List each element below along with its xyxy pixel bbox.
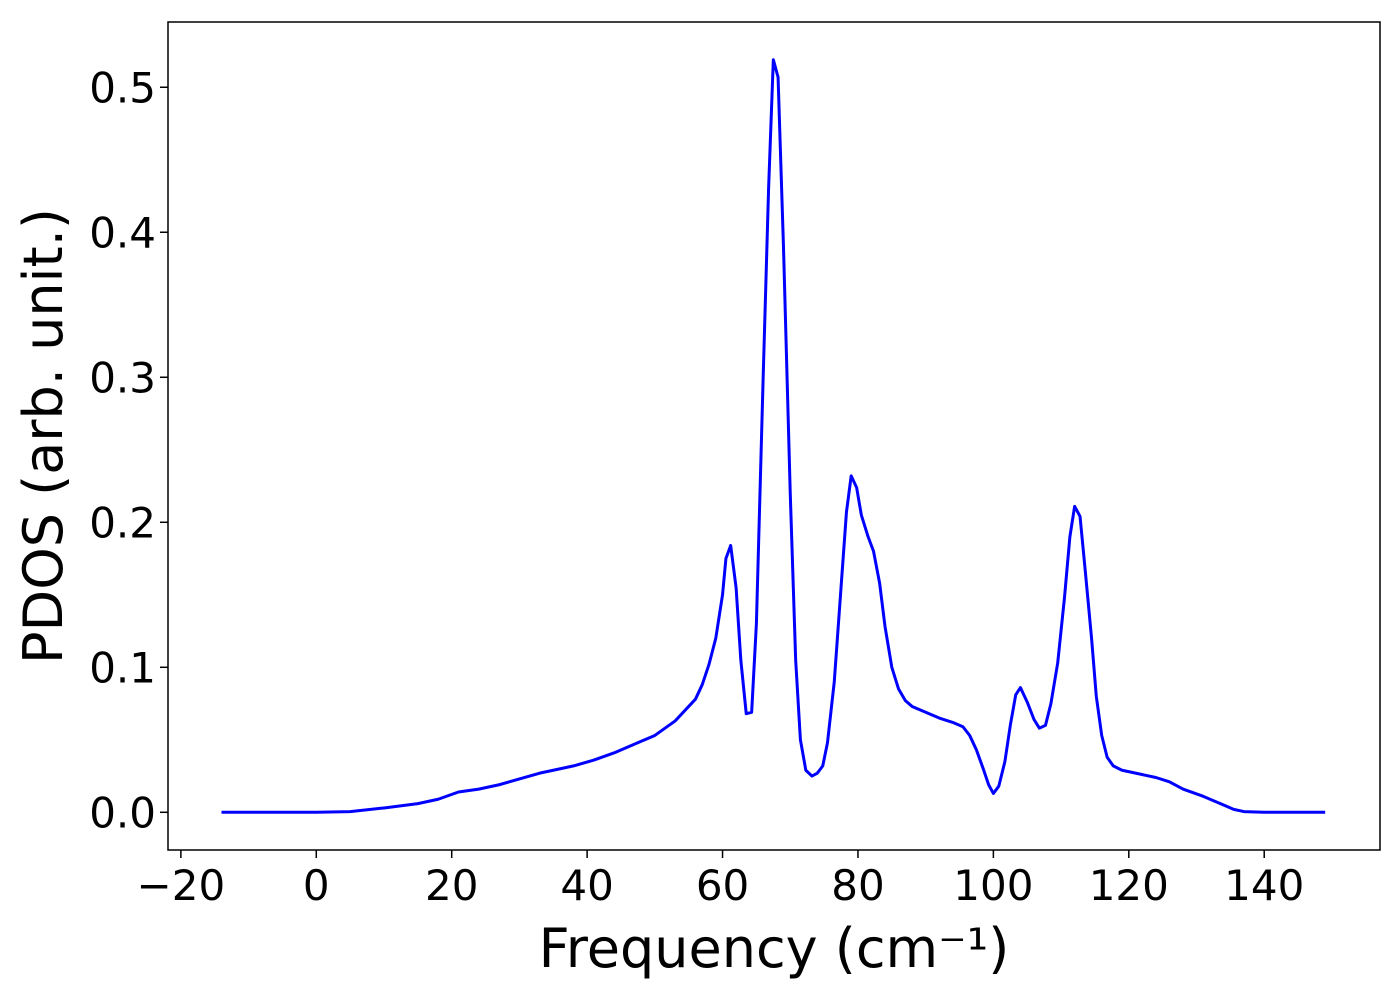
y-tick-label: 0.3 — [89, 353, 156, 402]
y-tick-label: 0.1 — [89, 643, 156, 692]
x-tick-label: 20 — [425, 861, 478, 910]
y-axis-label: PDOS (arb. unit.) — [12, 208, 75, 664]
x-tick-label: 60 — [696, 861, 749, 910]
x-tick-label: 120 — [1089, 861, 1169, 910]
line — [221, 58, 1326, 814]
y-tick-label: 0.2 — [89, 498, 156, 547]
x-tick-label: 40 — [560, 861, 613, 910]
x-tick-label: 0 — [303, 861, 330, 910]
x-axis-label: Frequency (cm⁻¹) — [539, 917, 1010, 980]
y-tick-label: 0.0 — [89, 788, 156, 837]
x-tick-label: 100 — [953, 861, 1033, 910]
x-tick-label: 140 — [1224, 861, 1304, 910]
x-tick-label: −20 — [137, 861, 226, 910]
x-tick-label: 80 — [831, 861, 884, 910]
y-tick-label: 0.5 — [89, 63, 156, 112]
plot-frame — [167, 21, 1381, 851]
y-tick-label: 0.4 — [89, 208, 156, 257]
